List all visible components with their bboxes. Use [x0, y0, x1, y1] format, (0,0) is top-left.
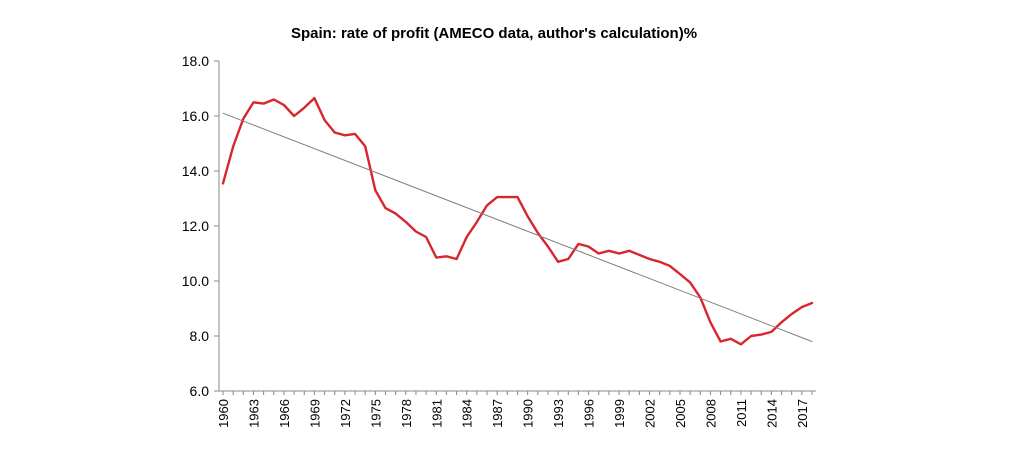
x-tick-label: 1978 [399, 399, 414, 428]
x-tick-label: 2017 [795, 399, 810, 428]
chart-title: Spain: rate of profit (AMECO data, autho… [291, 25, 697, 42]
x-tick-label: 2008 [703, 399, 718, 428]
x-tick-label: 1969 [307, 399, 322, 428]
y-tick-labels: 6.0 8.0 10.0 12.0 14.0 16.0 18.0 [182, 53, 209, 399]
y-tick-label: 12.0 [182, 218, 209, 234]
y-tick-label: 8.0 [190, 328, 210, 344]
trend-line [222, 112, 813, 342]
x-tick-label: 1960 [216, 399, 231, 428]
x-tick-label: 1987 [490, 399, 505, 428]
x-tick-label: 2014 [764, 399, 779, 428]
x-tick-label: 1963 [246, 399, 261, 428]
x-tick-label: 1966 [277, 399, 292, 428]
x-tick-label: 1981 [429, 399, 444, 428]
x-tick-label: 1999 [612, 399, 627, 428]
axes [214, 60, 816, 395]
x-tick-label: 2002 [643, 399, 658, 428]
x-tick-label: 1975 [368, 399, 383, 428]
x-tick-label: 1993 [551, 399, 566, 428]
y-tick-label: 6.0 [190, 383, 210, 399]
y-tick-label: 18.0 [182, 53, 209, 69]
x-tick-label: 1972 [338, 399, 353, 428]
x-tick-label: 1996 [582, 399, 597, 428]
x-tick-label: 2011 [734, 399, 749, 427]
profit-rate-line [221, 96, 814, 346]
y-tick-label: 14.0 [182, 163, 209, 179]
series-lines [221, 96, 814, 346]
x-tick-label: 1990 [521, 399, 536, 428]
y-tick-label: 10.0 [182, 273, 209, 289]
y-tick-label: 16.0 [182, 108, 209, 124]
x-tick-labels: 1960 1963 1966 1969 1972 1975 1978 1981 1984 1987… [216, 399, 810, 428]
x-tick-label: 1984 [460, 399, 475, 428]
x-tick-label: 2005 [673, 399, 688, 428]
